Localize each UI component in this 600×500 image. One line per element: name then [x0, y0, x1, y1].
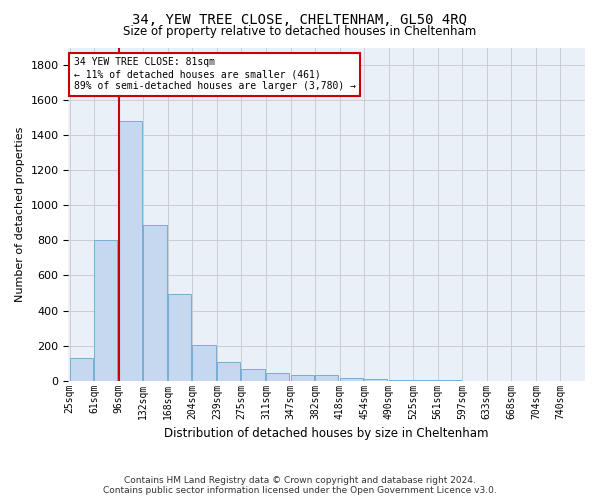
Bar [364, 379, 388, 380]
Bar [70, 358, 93, 380]
Text: 34 YEW TREE CLOSE: 81sqm
← 11% of detached houses are smaller (461)
89% of semi-: 34 YEW TREE CLOSE: 81sqm ← 11% of detach… [74, 58, 356, 90]
Bar [315, 376, 338, 380]
Bar [340, 378, 363, 380]
Bar [217, 362, 240, 380]
Bar [193, 344, 215, 380]
Y-axis label: Number of detached properties: Number of detached properties [15, 126, 25, 302]
Text: 34, YEW TREE CLOSE, CHELTENHAM, GL50 4RQ: 34, YEW TREE CLOSE, CHELTENHAM, GL50 4RQ [133, 12, 467, 26]
Bar [266, 372, 289, 380]
Text: Contains HM Land Registry data © Crown copyright and database right 2024.
Contai: Contains HM Land Registry data © Crown c… [103, 476, 497, 495]
Text: Size of property relative to detached houses in Cheltenham: Size of property relative to detached ho… [124, 25, 476, 38]
Bar [241, 369, 265, 380]
Bar [168, 294, 191, 380]
X-axis label: Distribution of detached houses by size in Cheltenham: Distribution of detached houses by size … [164, 427, 489, 440]
Bar [94, 240, 118, 380]
Bar [290, 374, 314, 380]
Bar [119, 121, 142, 380]
Bar [143, 226, 167, 380]
